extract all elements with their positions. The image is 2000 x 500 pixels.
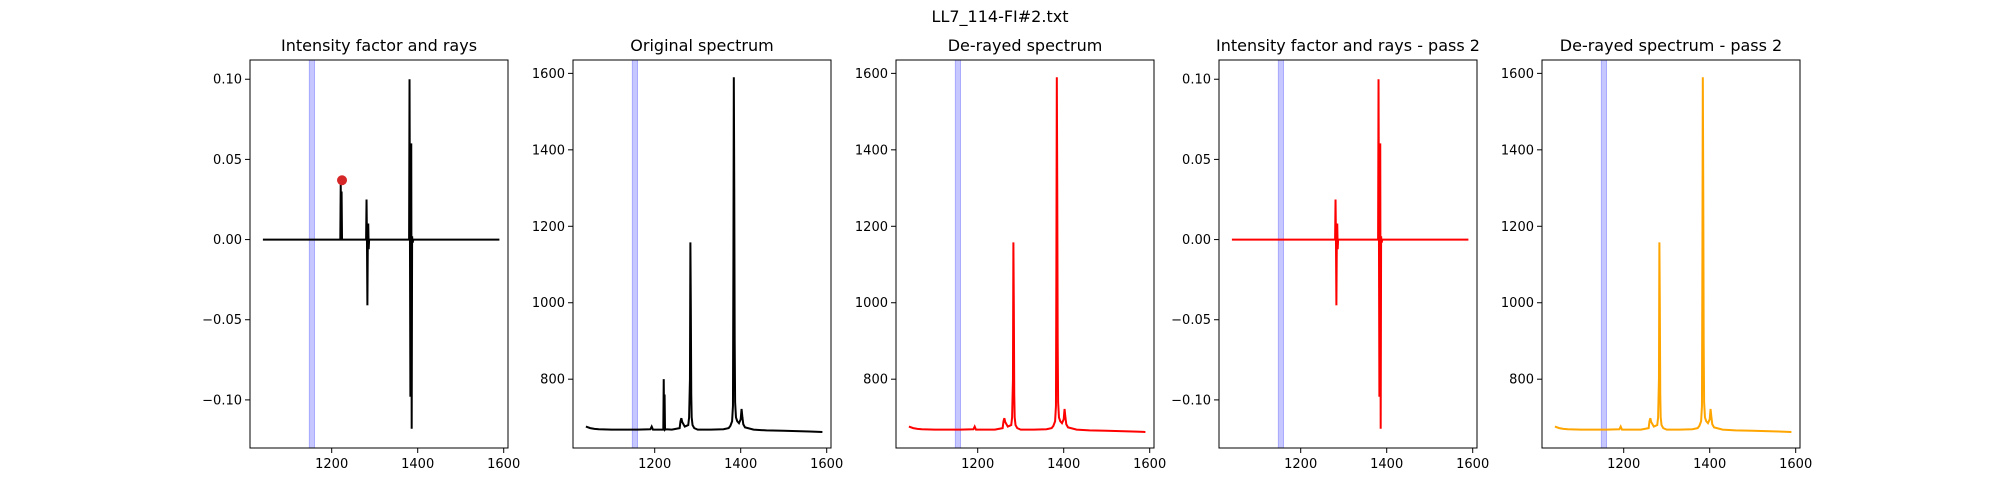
x-tick-label: 1400 xyxy=(1047,457,1080,472)
y-tick-label: 800 xyxy=(1509,373,1534,388)
y-tick-label: 1600 xyxy=(532,67,565,82)
series-line-1 xyxy=(908,77,1146,433)
highlight-band xyxy=(308,59,315,449)
y-tick-label: 1200 xyxy=(532,220,565,235)
series-line-1 xyxy=(1231,79,1469,429)
x-tick-label: 1600 xyxy=(1779,457,1812,472)
y-tick-label: 0.05 xyxy=(213,153,242,168)
y-tick-label: 1000 xyxy=(532,296,565,311)
y-tick-label: 800 xyxy=(540,373,565,388)
series-line-1 xyxy=(262,79,500,429)
x-tick-label: 1600 xyxy=(487,457,520,472)
panel-2: Original spectrum 1200 1400 1600 800 1000 1200… xyxy=(532,36,843,472)
axes-frame xyxy=(1218,59,1478,449)
panel-3: De-rayed spectrum 1200 1400 1600 800 1000 1200… xyxy=(855,36,1166,472)
axes-frame xyxy=(572,59,832,449)
y-tick-label: 800 xyxy=(863,373,888,388)
x-tick-label: 1200 xyxy=(1607,457,1640,472)
panel-title: Original spectrum xyxy=(630,36,773,55)
y-tick-label: −0.10 xyxy=(202,393,242,408)
y-tick-label: 1600 xyxy=(1501,67,1534,82)
x-tick-label: 1400 xyxy=(1370,457,1403,472)
axes-frame xyxy=(1541,59,1801,449)
y-tick-label: −0.10 xyxy=(1171,393,1211,408)
y-tick-label: 0.00 xyxy=(213,233,242,248)
panels-container: Intensity factor and rays 1200 1400 1600 −0.… xyxy=(202,36,1812,472)
panel-title: Intensity factor and rays xyxy=(281,36,477,55)
y-tick-label: 0.05 xyxy=(1182,153,1211,168)
y-tick-label: 1200 xyxy=(855,220,888,235)
axes-frame xyxy=(249,59,509,449)
axes-frame xyxy=(895,59,1155,449)
x-tick-label: 1400 xyxy=(401,457,434,472)
x-tick-label: 1600 xyxy=(810,457,843,472)
y-tick-label: −0.05 xyxy=(1171,313,1211,328)
panel-1: Intensity factor and rays 1200 1400 1600 −0.… xyxy=(202,36,520,472)
y-tick-label: 1000 xyxy=(855,296,888,311)
panel-5: De-rayed spectrum - pass 2 1200 1400 1600 80… xyxy=(1501,36,1812,472)
x-tick-label: 1400 xyxy=(724,457,757,472)
x-tick-label: 1200 xyxy=(961,457,994,472)
highlight-band xyxy=(1277,59,1284,449)
y-tick-label: 1400 xyxy=(1501,143,1534,158)
highlight-band xyxy=(954,59,962,449)
y-tick-label: 1400 xyxy=(532,143,565,158)
x-tick-label: 1400 xyxy=(1693,457,1726,472)
data-point-marker xyxy=(337,175,348,186)
panel-title: Intensity factor and rays - pass 2 xyxy=(1216,36,1480,55)
series-line-1 xyxy=(1554,77,1792,433)
x-tick-label: 1600 xyxy=(1456,457,1489,472)
series-line-1 xyxy=(585,77,823,433)
y-tick-label: 1200 xyxy=(1501,220,1534,235)
y-tick-label: 0.10 xyxy=(1182,73,1211,88)
x-tick-label: 1600 xyxy=(1133,457,1166,472)
panel-4: Intensity factor and rays - pass 2 1200 14… xyxy=(1171,36,1489,472)
y-tick-label: 1000 xyxy=(1501,296,1534,311)
panel-title: De-rayed spectrum - pass 2 xyxy=(1560,36,1782,55)
y-tick-label: 0.10 xyxy=(213,73,242,88)
x-tick-label: 1200 xyxy=(315,457,348,472)
y-tick-label: −0.05 xyxy=(202,313,242,328)
highlight-band xyxy=(631,59,639,449)
x-tick-label: 1200 xyxy=(638,457,671,472)
panel-title: De-rayed spectrum xyxy=(948,36,1103,55)
figure-suptitle: LL7_114-FI#2.txt xyxy=(932,7,1069,27)
y-tick-label: 0.00 xyxy=(1182,233,1211,248)
y-tick-label: 1600 xyxy=(855,67,888,82)
highlight-band xyxy=(1600,59,1607,449)
x-tick-label: 1200 xyxy=(1284,457,1317,472)
y-tick-label: 1400 xyxy=(855,143,888,158)
